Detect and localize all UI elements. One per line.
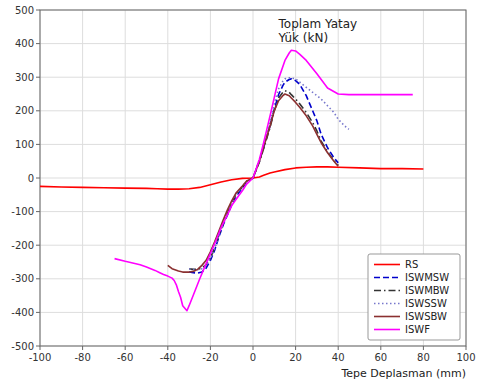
tick-label-x: 100 [456, 352, 475, 363]
series-line [168, 94, 338, 272]
legend-label: ISWSBW [405, 311, 447, 322]
grid-line-y [40, 43, 466, 44]
tick-x [338, 346, 339, 350]
tick-label-x: 20 [289, 352, 302, 363]
legend-label: ISWMBW [405, 285, 449, 296]
grid-line-y [40, 144, 466, 145]
tick-label-x: 80 [417, 352, 430, 363]
series-line [189, 79, 338, 273]
tick-y [36, 278, 40, 279]
tick-x [423, 346, 424, 350]
tick-label-y: -200 [11, 240, 34, 251]
tick-y [36, 10, 40, 11]
tick-x [295, 346, 296, 350]
title: Toplam YatayYük (kN) [278, 17, 358, 45]
tick-label-y: -300 [11, 273, 34, 284]
legend-box [368, 254, 460, 340]
grid-line-y [40, 211, 466, 212]
tick-label-y: 0 [28, 173, 34, 184]
tick-label-x: 0 [250, 352, 256, 363]
grid-line-y [40, 245, 466, 246]
tick-label-y: 300 [15, 72, 34, 83]
tick-y [36, 110, 40, 111]
tick-label-x: 40 [332, 352, 345, 363]
axes: -100-80-60-40-20020406080100-500-400-300… [11, 5, 475, 364]
legend-label: ISWF [405, 324, 430, 335]
x-axis-label: Tepe Deplasman (mm) [340, 367, 466, 380]
chart-svg: -100-80-60-40-20020406080100-500-400-300… [0, 0, 480, 384]
tick-x [466, 346, 467, 350]
tick-x [253, 346, 254, 350]
grid-line-y [40, 110, 466, 111]
grid-line-y [40, 77, 466, 78]
legend-label: ISWMSW [405, 272, 449, 283]
series-lines [40, 50, 423, 310]
tick-y [36, 178, 40, 179]
legend-label: ISWSSW [405, 298, 447, 309]
tick-label-y: 500 [15, 5, 34, 16]
chart-container: -100-80-60-40-20020406080100-500-400-300… [0, 0, 480, 384]
tick-label-y: 400 [15, 38, 34, 49]
legend-swatch [374, 264, 400, 266]
legend-swatch [374, 316, 400, 318]
tick-label-x: -80 [74, 352, 90, 363]
tick-label-x: -20 [202, 352, 218, 363]
tick-label-x: -100 [29, 352, 52, 363]
title-line: Yük (kN) [278, 31, 329, 45]
series-line [40, 167, 423, 189]
plot-frame [40, 10, 466, 346]
tick-x [125, 346, 126, 350]
tick-y [36, 43, 40, 44]
legend-swatch [374, 303, 400, 305]
tick-y [36, 346, 40, 347]
tick-y [36, 245, 40, 246]
tick-x [82, 346, 83, 350]
tick-label-y: 200 [15, 105, 34, 116]
title-line: Toplam Yatay [278, 17, 358, 31]
tick-label-y: 100 [15, 139, 34, 150]
tick-x [167, 346, 168, 350]
tick-label-y: -500 [11, 341, 34, 352]
tick-label-x: -40 [160, 352, 176, 363]
grid [40, 10, 466, 346]
tick-label-x: -60 [117, 352, 133, 363]
legend-swatch [374, 329, 400, 331]
tick-x [40, 346, 41, 350]
legend-label: RS [405, 259, 418, 270]
legend-swatch [374, 290, 400, 292]
title-group: Toplam YatayYük (kN) [278, 17, 358, 45]
tick-y [36, 211, 40, 212]
tick-label-y: -100 [11, 206, 34, 217]
tick-y [36, 144, 40, 145]
plot-background [40, 10, 466, 346]
series-line [189, 91, 338, 270]
tick-y [36, 77, 40, 78]
tick-label-y: -400 [11, 307, 34, 318]
legend: RS ISWMSW ISWMBW ISWSSW ISWSBW ISWF [368, 254, 460, 340]
series-line [189, 78, 349, 270]
tick-x [380, 346, 381, 350]
tick-label-x: 60 [374, 352, 387, 363]
tick-y [36, 312, 40, 313]
legend-swatch [374, 277, 400, 279]
tick-x [210, 346, 211, 350]
